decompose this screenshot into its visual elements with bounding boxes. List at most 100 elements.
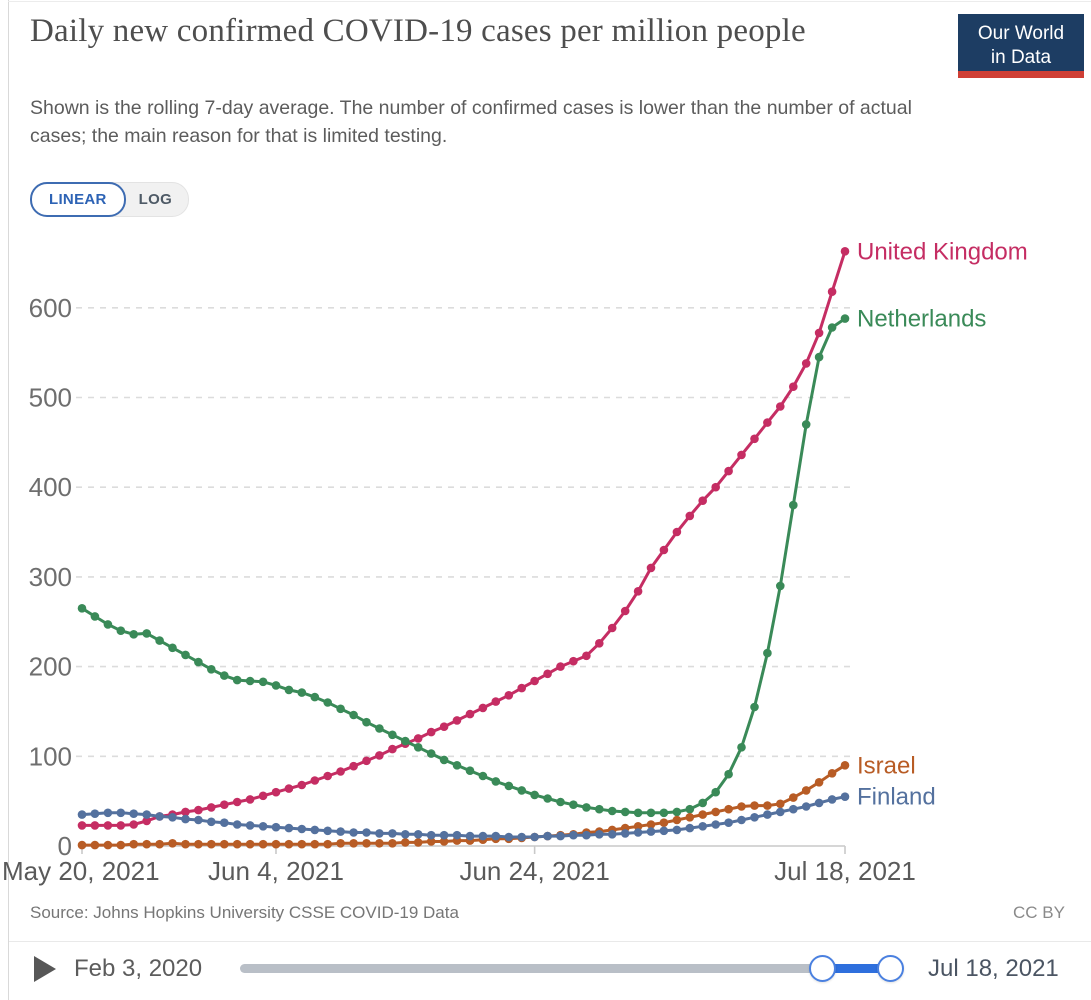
license-link[interactable]: CC BY [1013, 903, 1065, 922]
series-point-netherlands[interactable] [776, 581, 785, 591]
series-point-united-kingdom[interactable] [789, 382, 798, 392]
series-point-israel[interactable] [232, 839, 242, 849]
series-point-united-kingdom[interactable] [569, 656, 578, 666]
series-point-united-kingdom[interactable] [607, 623, 617, 633]
series-point-united-kingdom[interactable] [517, 683, 526, 693]
series-point-united-kingdom[interactable] [724, 466, 733, 476]
series-point-netherlands[interactable] [336, 704, 345, 714]
series-point-united-kingdom[interactable] [659, 545, 669, 555]
series-point-united-kingdom[interactable] [116, 821, 126, 830]
series-point-finland[interactable] [517, 832, 526, 842]
series-point-israel[interactable] [750, 801, 759, 810]
series-point-united-kingdom[interactable] [181, 807, 190, 817]
series-point-finland[interactable] [595, 830, 604, 839]
chart-canvas[interactable]: 0 100 200 300 400 500 600 May 20, 2021 Jun 4, 20… [0, 230, 1091, 902]
series-point-finland[interactable] [646, 827, 656, 836]
series-point-finland[interactable] [401, 830, 410, 839]
series-point-netherlands[interactable] [827, 323, 837, 332]
series-point-israel[interactable] [711, 807, 720, 817]
series-point-united-kingdom[interactable] [491, 697, 501, 706]
series-point-israel[interactable] [90, 840, 100, 850]
series-point-israel[interactable] [207, 839, 216, 849]
series-point-united-kingdom[interactable] [465, 709, 475, 719]
series-point-netherlands[interactable] [168, 643, 177, 653]
series-point-netherlands[interactable] [646, 808, 656, 818]
series-point-united-kingdom[interactable] [90, 821, 100, 830]
series-point-finland[interactable] [789, 804, 798, 814]
series-point-israel[interactable] [271, 839, 281, 849]
series-point-united-kingdom[interactable] [672, 527, 682, 537]
series-point-finland[interactable] [439, 830, 449, 840]
series-point-finland[interactable] [543, 831, 552, 841]
series-point-netherlands[interactable] [413, 743, 423, 752]
series-point-united-kingdom[interactable] [284, 784, 294, 793]
series-point-united-kingdom[interactable] [220, 800, 229, 809]
series-point-israel[interactable] [801, 786, 811, 795]
play-button[interactable] [34, 953, 64, 985]
series-point-united-kingdom[interactable] [271, 787, 281, 797]
series-point-netherlands[interactable] [672, 807, 682, 817]
series-point-netherlands[interactable] [504, 781, 514, 791]
series-point-israel[interactable] [685, 813, 695, 822]
series-point-netherlands[interactable] [181, 650, 190, 660]
series-point-israel[interactable] [401, 838, 410, 847]
series-point-united-kingdom[interactable] [620, 606, 630, 616]
series-point-israel[interactable] [763, 801, 772, 810]
series-point-united-kingdom[interactable] [646, 563, 656, 573]
series-point-united-kingdom[interactable] [711, 482, 720, 492]
series-point-united-kingdom[interactable] [737, 450, 746, 460]
series-point-israel[interactable] [220, 839, 229, 849]
series-point-finland[interactable] [168, 813, 177, 822]
linear-scale-button[interactable]: LINEAR [30, 182, 126, 217]
series-point-finland[interactable] [814, 798, 824, 808]
series-point-israel[interactable] [142, 839, 151, 849]
series-point-finland[interactable] [413, 830, 423, 839]
series-point-finland[interactable] [375, 829, 384, 838]
series-point-finland[interactable] [349, 828, 358, 837]
series-point-finland[interactable] [388, 829, 397, 838]
series-point-israel[interactable] [181, 839, 190, 849]
series-point-finland[interactable] [724, 818, 733, 827]
series-point-netherlands[interactable] [801, 420, 811, 429]
series-point-israel[interactable] [426, 837, 436, 846]
slider-selected-range[interactable] [822, 964, 890, 973]
series-point-netherlands[interactable] [620, 807, 630, 817]
series-point-united-kingdom[interactable] [763, 418, 772, 427]
series-point-finland[interactable] [245, 821, 255, 830]
series-point-finland[interactable] [633, 828, 643, 837]
series-end-label-united-kingdom[interactable]: United Kingdom [857, 238, 1028, 265]
series-point-israel[interactable] [349, 839, 358, 848]
series-point-israel[interactable] [129, 839, 138, 849]
series-point-finland[interactable] [465, 831, 475, 841]
series-point-finland[interactable] [750, 813, 759, 822]
series-point-finland[interactable] [258, 822, 268, 831]
series-point-israel[interactable] [724, 804, 733, 814]
series-point-united-kingdom[interactable] [827, 287, 837, 297]
series-point-netherlands[interactable] [569, 800, 578, 809]
series-point-finland[interactable] [194, 815, 203, 825]
series-point-united-kingdom[interactable] [194, 805, 203, 815]
series-point-finland[interactable] [284, 823, 294, 833]
series-point-israel[interactable] [375, 839, 384, 848]
series-point-israel[interactable] [633, 822, 643, 831]
series-point-finland[interactable] [103, 808, 113, 818]
series-point-netherlands[interactable] [271, 681, 281, 690]
series-point-netherlands[interactable] [90, 612, 100, 621]
series-point-united-kingdom[interactable] [439, 722, 449, 731]
series-point-israel[interactable] [194, 839, 203, 849]
series-point-finland[interactable] [491, 831, 501, 841]
series-point-israel[interactable] [168, 839, 177, 848]
series-point-united-kingdom[interactable] [452, 716, 462, 725]
series-point-israel[interactable] [323, 839, 333, 849]
series-point-israel[interactable] [672, 815, 682, 825]
series-point-netherlands[interactable] [685, 804, 695, 814]
series-point-israel[interactable] [646, 820, 656, 829]
series-point-united-kingdom[interactable] [388, 744, 397, 754]
series-point-israel[interactable] [827, 769, 837, 778]
series-point-israel[interactable] [362, 839, 371, 848]
series-point-israel[interactable] [310, 839, 320, 849]
series-point-finland[interactable] [181, 814, 190, 824]
slider-handle-end[interactable] [877, 955, 904, 982]
series-point-finland[interactable] [297, 824, 307, 834]
series-point-netherlands[interactable] [375, 724, 384, 733]
